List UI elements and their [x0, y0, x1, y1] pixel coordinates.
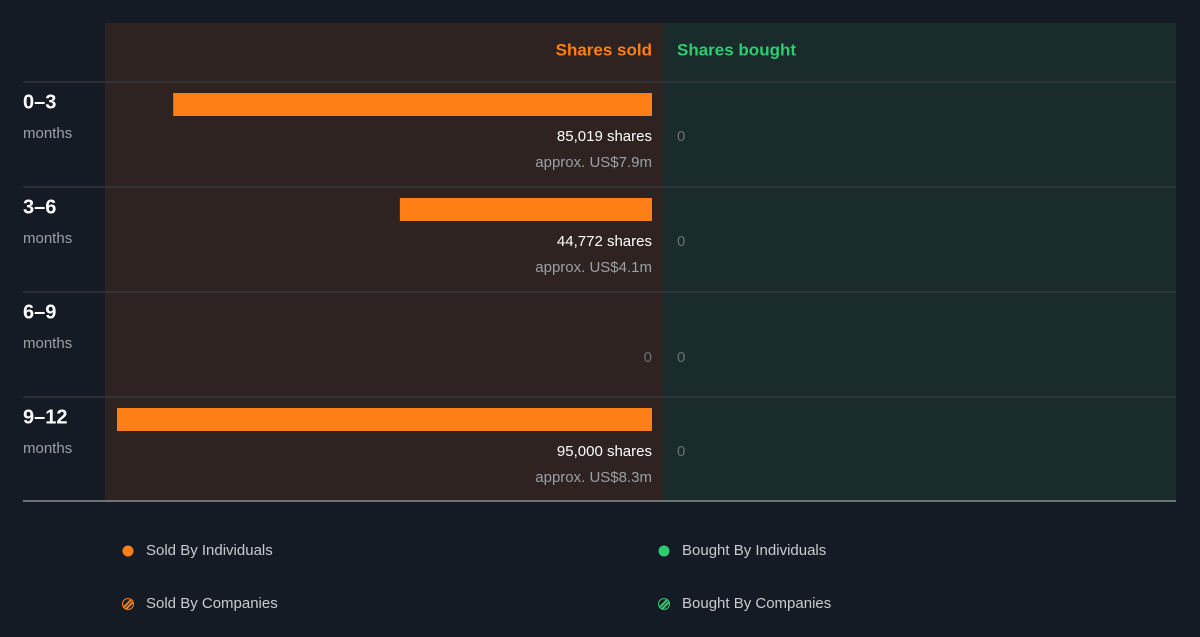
- approx-label: approx. US$7.9m: [535, 154, 652, 171]
- approx-label: approx. US$8.3m: [535, 469, 652, 486]
- value-label: 0: [677, 443, 685, 460]
- value-label: 85,019 shares: [557, 128, 652, 145]
- legend-label: Bought By Individuals: [682, 542, 826, 559]
- legend-label: Sold By Companies: [146, 595, 278, 612]
- legend-label: Bought By Companies: [682, 595, 831, 612]
- legend-hatch: [661, 601, 670, 610]
- row-unit: months: [23, 335, 72, 352]
- header-bought: Shares bought: [677, 40, 796, 59]
- value-label: 95,000 shares: [557, 443, 652, 460]
- row-unit: months: [23, 230, 72, 247]
- header-sold: Shares sold: [556, 40, 652, 59]
- legend-hatch: [123, 599, 132, 608]
- row-label: 3–6: [23, 196, 56, 218]
- value-label: 0: [644, 349, 652, 366]
- value-label: 44,772 shares: [557, 233, 652, 250]
- legend-hatch: [125, 601, 134, 610]
- row-label: 9–12: [23, 406, 68, 428]
- approx-label: approx. US$4.1m: [535, 259, 652, 276]
- row-unit: months: [23, 440, 72, 457]
- bar: [173, 93, 652, 116]
- row-label: 0–3: [23, 91, 56, 113]
- row-unit: months: [23, 125, 72, 142]
- legend-label: Sold By Individuals: [146, 542, 273, 559]
- bar: [399, 198, 652, 221]
- bar: [117, 408, 652, 431]
- legend-dot: [658, 545, 670, 557]
- value-label: 0: [677, 233, 685, 250]
- row-label: 6–9: [23, 301, 56, 323]
- legend-dot: [122, 545, 134, 557]
- value-label: 0: [677, 349, 685, 366]
- value-label: 0: [677, 128, 685, 145]
- bought-panel: [663, 23, 1176, 501]
- legend-hatch: [659, 599, 668, 608]
